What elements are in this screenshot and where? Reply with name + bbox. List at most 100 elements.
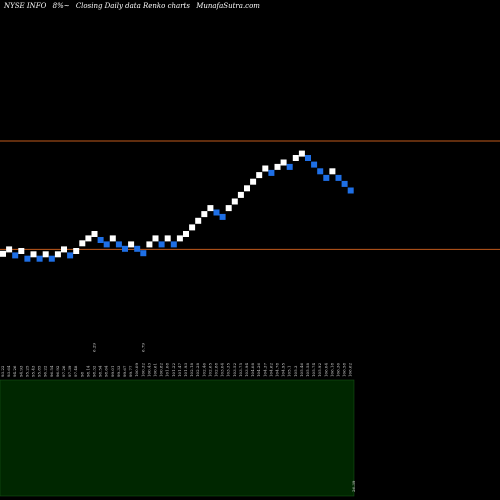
down-brick [268, 169, 275, 176]
x-tick-label: 96.54 [49, 365, 54, 377]
down-brick [115, 241, 122, 248]
x-tick-label: 106.62 [348, 363, 353, 377]
x-tick-label: 99.01 [110, 366, 115, 377]
down-brick [323, 174, 330, 181]
x-tick-label: 105.46 [299, 363, 304, 377]
x-tick-label: 104.62 [268, 363, 273, 377]
chart-header: NYSE INFO 8%~ Closing Daily data Renko c… [4, 2, 264, 10]
x-tick-label: 97.48 [73, 365, 78, 377]
up-brick [298, 150, 305, 157]
up-brick [164, 235, 171, 242]
x-tick-label: 102.28 [195, 363, 200, 377]
x-tick-label: 100.82 [159, 363, 164, 377]
up-brick [329, 168, 336, 175]
down-brick [335, 174, 342, 181]
down-brick [170, 241, 177, 248]
up-brick [225, 205, 232, 212]
x-tick-label: 97.39 [67, 365, 72, 377]
up-brick [42, 251, 49, 258]
up-brick [292, 155, 299, 161]
down-brick [97, 237, 104, 243]
x-tick-label: 104.78 [275, 363, 280, 377]
up-brick [18, 248, 25, 254]
up-brick [79, 240, 86, 247]
x-tick-label: 105.1 [287, 366, 292, 377]
down-brick [134, 245, 141, 252]
x-tick-label: 98.64 [104, 365, 109, 377]
down-brick [103, 241, 110, 248]
up-brick [262, 165, 269, 172]
down-brick [122, 245, 128, 252]
up-brick [183, 231, 189, 237]
up-brick [207, 205, 214, 212]
down-brick [67, 252, 74, 259]
up-brick [244, 185, 250, 192]
x-tick-label: 99.67 [122, 365, 127, 377]
up-brick [256, 172, 263, 179]
x-tick-label: 98 [79, 371, 84, 377]
up-brick [201, 211, 208, 218]
volume-panel [0, 379, 355, 497]
up-brick [189, 224, 196, 231]
x-tick-label: 95.25 [24, 365, 29, 377]
x-tick-label: 103.04 [220, 363, 225, 377]
down-brick [36, 255, 43, 262]
x-tick-label: 105.74 [311, 363, 316, 377]
x-tick-label: 100.61 [153, 363, 158, 377]
up-brick [176, 235, 183, 242]
x-tick-label: 104.08 [250, 363, 255, 377]
ticker-label: NYSE INFO [4, 2, 47, 10]
up-brick [91, 231, 98, 237]
x-tick-label: 93.22 [0, 365, 5, 377]
up-brick [54, 251, 61, 258]
change-label: 8%~ [52, 2, 70, 10]
up-brick [250, 178, 257, 185]
down-brick [140, 250, 147, 257]
x-tick-label: 103.35 [226, 363, 231, 377]
x-tick-label: 103.94 [244, 363, 249, 377]
down-brick [219, 213, 226, 220]
up-brick [128, 241, 135, 248]
x-tick-label: 98.32 [92, 365, 97, 377]
x-tick-label: 96.92 [55, 365, 60, 377]
x-tick-label: 95.85 [37, 365, 42, 377]
up-brick [195, 217, 202, 224]
source-label: MunafaSutra.com [196, 2, 260, 10]
up-brick [274, 163, 281, 170]
x-tick-label: 102.18 [189, 363, 194, 377]
volume-label: 26.39 [351, 480, 356, 492]
up-brick [146, 241, 153, 248]
x-tick-label: 100.43 [146, 363, 151, 377]
up-brick [109, 235, 116, 242]
up-brick [73, 248, 80, 254]
down-brick [341, 180, 348, 187]
x-tick-label: 99.77 [128, 365, 133, 377]
x-tick-label: 105.92 [317, 363, 322, 377]
up-brick [231, 198, 238, 205]
x-tick-label: 104.26 [256, 363, 261, 377]
annotation-label: 6.29 [92, 343, 97, 352]
x-tick-label: 98.14 [85, 365, 90, 377]
x-tick-label: 101.93 [183, 363, 188, 377]
down-brick [347, 187, 354, 194]
x-tick-label: 96.22 [43, 365, 48, 377]
x-tick-label: 102.88 [214, 363, 219, 377]
x-tick-label: 106.18 [329, 363, 334, 377]
x-tick-label: 105.3 [293, 365, 298, 377]
x-tick-label: 100.32 [140, 363, 145, 377]
up-brick [280, 159, 287, 166]
x-tick-label: 93.64 [6, 365, 11, 377]
x-tick-label: 106.58 [342, 363, 347, 377]
x-tick-label: 97.26 [61, 365, 66, 377]
x-tick-label: 103.52 [232, 363, 237, 377]
x-tick-label: 101.47 [177, 363, 182, 377]
up-brick [85, 235, 92, 242]
down-brick [24, 255, 31, 262]
up-brick [237, 191, 244, 198]
down-brick [311, 161, 318, 168]
x-tick-label: 98.54 [98, 365, 103, 377]
x-tick-label: 100.09 [134, 363, 139, 377]
x-tick-label: 103.75 [238, 363, 243, 377]
x-tick-label: 99.33 [116, 365, 121, 377]
x-tick-label: 102.46 [201, 363, 206, 377]
